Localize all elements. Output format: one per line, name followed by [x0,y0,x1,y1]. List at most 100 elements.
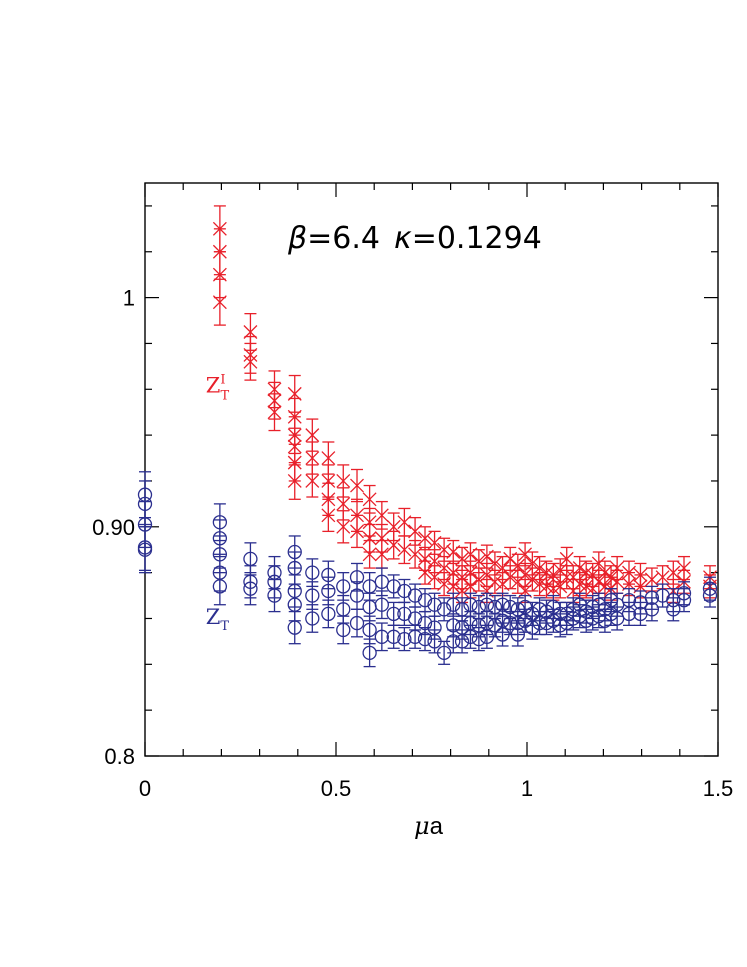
data-point [350,514,364,549]
circle-marker [305,611,320,626]
cross-marker [455,551,470,566]
cross-marker [518,547,533,562]
cross-marker [418,565,432,580]
data-point [287,461,302,500]
data-point [437,571,452,597]
cross-marker [321,451,336,465]
data-point [386,624,401,649]
data-point [677,555,691,581]
circle-marker [243,581,258,596]
y-tick-label: 0.8 [104,744,135,769]
data-point [267,393,282,432]
data-point [418,560,432,585]
data-point [676,588,692,613]
cross-marker [539,565,554,580]
data-point [305,604,320,633]
cross-marker [503,570,518,585]
circle-marker [287,620,302,635]
circle-marker [305,588,320,603]
data-point [666,560,681,585]
series-label: ZI T [206,372,230,403]
cross-marker [321,508,336,523]
cross-marker [487,574,502,589]
cross-marker [579,565,594,580]
data-point [471,567,486,592]
circle-marker [305,565,320,580]
cross-marker [591,556,606,571]
data-point [397,601,412,627]
data-point [374,622,389,652]
cross-marker [374,508,389,523]
data-point [495,622,510,647]
data-point [407,624,423,649]
plot-frame [144,182,719,757]
data-point [397,535,412,565]
circle-marker [427,597,442,612]
cross-marker [305,474,320,488]
circle-marker [644,602,660,617]
cross-marker [374,531,389,546]
cross-marker [386,538,401,553]
circle-marker [362,645,377,661]
tick-labels: 0 0.5 1 1.5 0.8 0.90 1 [92,286,733,801]
data-point [446,539,461,565]
data-point [518,542,533,567]
data-point [349,581,365,610]
cross-marker [644,572,659,587]
series-label: ZT [206,605,230,634]
cross-marker [336,496,351,511]
data-point [454,629,470,654]
circle-marker [374,597,389,612]
y-tick-label: 0.90 [92,515,135,540]
data-point [349,608,365,638]
data-point [374,539,389,569]
data-point [579,574,594,599]
cross-marker [374,547,389,562]
cross-marker [455,570,470,585]
cross-marker [532,577,547,592]
cross-marker [572,577,587,592]
data-point [305,464,320,498]
axis-ticks [144,183,719,757]
data-point [321,498,336,533]
data-point [525,567,540,592]
data-point [267,578,282,613]
data-point [350,468,364,503]
cross-marker [362,515,377,530]
y-tick-label: 1 [123,286,135,311]
cross-marker [418,531,432,546]
circle-marker [446,597,461,612]
data-point [418,526,432,551]
cross-marker [591,574,606,589]
data-point [243,342,258,381]
series-zt-improved [212,205,717,604]
circle-marker [321,606,336,622]
circle-marker [454,634,470,649]
data-point [287,610,302,645]
cross-marker [362,547,377,562]
cross-marker [579,579,594,594]
cross-marker [446,565,461,580]
data-point [471,626,487,652]
data-point [137,526,153,574]
data-point [503,565,518,590]
cross-marker [539,579,554,594]
data-point [374,590,389,620]
circle-marker [137,542,153,557]
circle-marker [349,615,365,631]
circle-marker [386,629,401,644]
cross-marker [362,492,377,507]
circle-marker [349,588,365,603]
data-series: ZI T ZT [137,205,718,668]
data-point [212,278,227,326]
circle-marker [510,627,525,642]
cross-marker [553,579,568,594]
circle-marker [417,592,433,608]
data-point [532,571,547,597]
cross-marker [666,565,681,580]
circle-marker [321,583,336,599]
cross-marker [287,474,302,488]
data-point [362,638,377,668]
x-tick-label: 1.5 [703,776,734,801]
